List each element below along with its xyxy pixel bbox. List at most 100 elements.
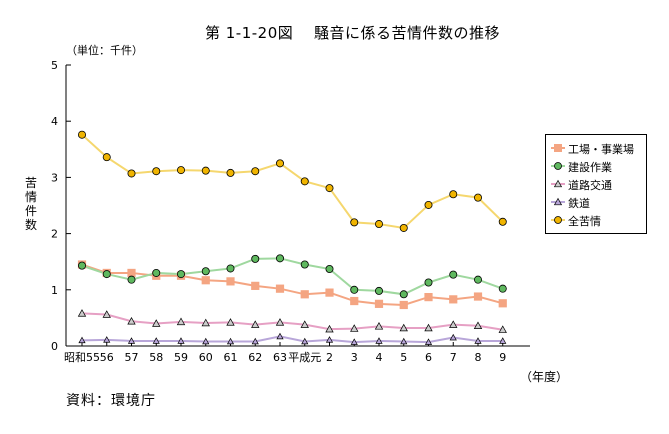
- legend: 工場・事業場 建設作業 道路交通 鉄道 全苦情: [545, 134, 647, 234]
- data-point-factory: [449, 295, 458, 304]
- data-point-railway: [350, 338, 358, 345]
- data-point-construction: [449, 270, 458, 279]
- data-point-railway: [202, 337, 210, 345]
- legend-item-total: 全苦情: [546, 211, 646, 229]
- x-tick-label: 62: [248, 351, 262, 364]
- data-point-construction: [350, 285, 359, 294]
- data-point-factory: [498, 299, 507, 308]
- data-point-road-traffic: [399, 323, 408, 332]
- data-point-railway: [375, 337, 383, 344]
- data-point-railway: [449, 333, 457, 341]
- source-note: 資料：環境庁: [66, 393, 156, 409]
- data-point-factory: [251, 281, 260, 290]
- data-point-railway: [325, 336, 334, 343]
- data-point-total: [498, 217, 507, 226]
- series-line-construction: [81, 257, 504, 296]
- legend-marker-factory: [551, 144, 565, 152]
- data-point-factory: [127, 268, 136, 278]
- data-point-factory: [226, 277, 235, 286]
- data-point-total: [127, 169, 136, 178]
- data-point-construction: [498, 284, 507, 293]
- data-point-railway: [499, 337, 507, 344]
- series-line-factory: [81, 263, 504, 306]
- y-tick-label: 2: [51, 228, 58, 241]
- data-point-factory: [473, 292, 483, 301]
- legend-symbol-factory: [554, 144, 562, 152]
- data-point-factory: [325, 288, 334, 297]
- data-point-factory: [350, 296, 359, 306]
- data-point-total: [275, 159, 284, 168]
- data-point-railway: [226, 337, 235, 345]
- x-tick-label: 61: [224, 351, 238, 364]
- data-point-railway: [301, 337, 309, 345]
- y-axis-label: 苦情件数: [24, 176, 37, 232]
- data-point-railway: [152, 337, 160, 344]
- x-tick-label: 3: [351, 351, 358, 364]
- legend-label-construction: 建設作業: [568, 161, 612, 174]
- data-point-road-traffic: [251, 320, 260, 328]
- data-point-construction: [251, 254, 260, 263]
- data-point-road-traffic: [424, 323, 433, 332]
- chart-title: 第 1-1-20図 騒音に係る苦情件数の推移: [205, 24, 501, 42]
- data-point-railway: [276, 332, 284, 340]
- data-point-road-traffic: [473, 321, 483, 329]
- series-line-total: [81, 133, 504, 230]
- data-point-railway: [127, 337, 136, 344]
- series-line-road-traffic: [81, 312, 503, 331]
- legend-label-total: 全苦情: [568, 215, 601, 228]
- y-tick-label: 3: [51, 171, 58, 184]
- legend-symbol-railway: [553, 197, 563, 206]
- data-point-railway: [78, 336, 86, 344]
- data-point-road-traffic: [127, 316, 136, 325]
- data-point-railway: [251, 337, 259, 345]
- data-point-total: [201, 166, 210, 175]
- legend-marker-road-traffic: [551, 179, 565, 188]
- legend-symbol-construction: [554, 162, 562, 170]
- data-point-total: [152, 167, 161, 176]
- x-tick-label: 4: [376, 351, 383, 364]
- data-point-total: [78, 130, 87, 139]
- legend-symbol-road-traffic: [553, 179, 563, 188]
- x-tick-label: 6: [425, 351, 432, 364]
- data-point-factory: [201, 276, 210, 285]
- data-point-road-traffic: [498, 325, 507, 333]
- data-point-total: [374, 220, 383, 229]
- y-tick-label: 4: [51, 115, 58, 128]
- data-point-road-traffic: [226, 318, 235, 326]
- x-tick-label: 平成元: [288, 351, 321, 364]
- data-point-road-traffic: [374, 322, 384, 330]
- y-tick-label: 5: [51, 59, 58, 72]
- data-point-construction: [127, 275, 136, 284]
- data-point-railway: [177, 337, 185, 344]
- data-point-road-traffic: [102, 310, 111, 318]
- legend-label-road-traffic: 道路交通: [568, 179, 612, 192]
- data-point-construction: [473, 275, 482, 284]
- data-point-construction: [152, 268, 161, 277]
- legend-label-railway: 鉄道: [568, 197, 590, 210]
- x-tick-label: 60: [199, 351, 213, 364]
- data-point-total: [424, 200, 433, 209]
- data-point-road-traffic: [300, 320, 309, 328]
- x-tick-label: 59: [174, 351, 188, 364]
- legend-marker-construction: [551, 162, 565, 170]
- data-point-construction: [399, 290, 408, 299]
- data-point-railway: [474, 337, 482, 344]
- x-tick-label: 9: [499, 351, 506, 364]
- legend-label-factory: 工場・事業場: [568, 143, 634, 156]
- data-point-factory: [300, 290, 309, 299]
- data-point-total: [399, 223, 408, 232]
- legend-item-railway: 鉄道: [546, 193, 646, 211]
- data-point-road-traffic: [449, 320, 458, 328]
- data-point-road-traffic: [201, 318, 210, 327]
- x-tick-label: 5: [400, 351, 407, 364]
- legend-item-road-traffic: 道路交通: [546, 175, 646, 193]
- x-tick-label: 56: [100, 351, 114, 364]
- legend-item-factory: 工場・事業場: [546, 139, 646, 157]
- data-point-total: [325, 184, 334, 193]
- data-point-total: [350, 218, 359, 227]
- legend-symbol-total: [554, 216, 562, 224]
- data-point-construction: [424, 278, 433, 287]
- data-point-total: [449, 190, 458, 199]
- data-point-total: [102, 153, 111, 162]
- data-point-factory: [374, 299, 384, 308]
